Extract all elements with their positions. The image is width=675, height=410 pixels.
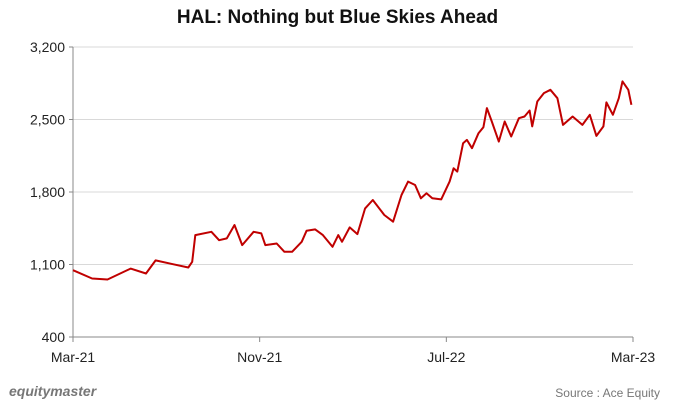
x-tick-label: Mar-23 bbox=[611, 349, 656, 365]
y-tick-label: 2,500 bbox=[30, 112, 65, 128]
y-tick-label: 3,200 bbox=[30, 39, 65, 55]
series-line-hal bbox=[72, 80, 633, 281]
source-note: Source : Ace Equity bbox=[555, 386, 660, 400]
x-tick-label: Nov-21 bbox=[237, 349, 282, 365]
x-tick-label: Mar-21 bbox=[51, 349, 96, 365]
y-tick-label: 1,800 bbox=[30, 184, 65, 200]
brand-logo: equitymaster bbox=[9, 383, 97, 399]
chart-title: HAL: Nothing but Blue Skies Ahead bbox=[176, 7, 499, 28]
y-tick-label: 400 bbox=[42, 329, 66, 345]
x-tick-label: Jul-22 bbox=[427, 349, 465, 365]
y-tick-label: 1,100 bbox=[30, 257, 65, 273]
